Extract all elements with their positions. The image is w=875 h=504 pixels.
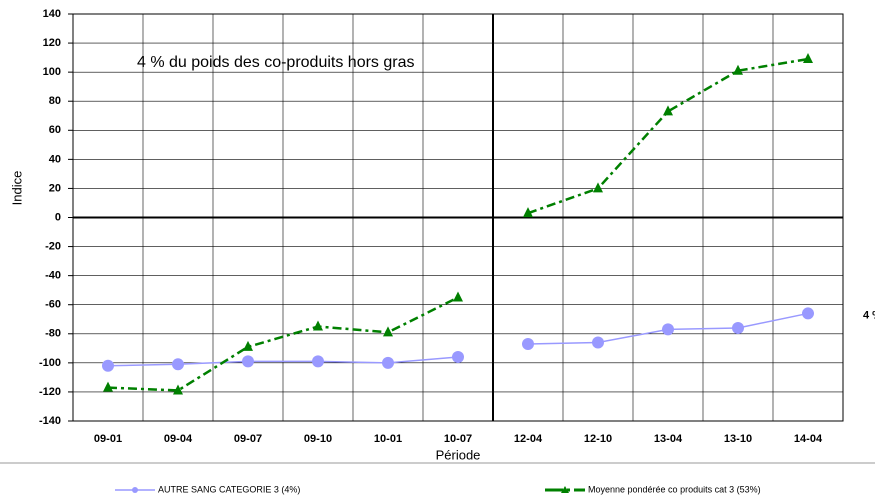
x-tick-label: 09-01: [94, 433, 122, 445]
legend-label: AUTRE SANG CATEGORIE 3 (4%): [158, 484, 300, 494]
marker: [382, 356, 394, 369]
y-tick-label: 0: [55, 211, 61, 223]
y-tick-label: -60: [45, 299, 61, 311]
marker: [243, 340, 253, 351]
plot-border: [72, 13, 844, 422]
y-tick-label: 20: [49, 182, 61, 194]
y-tick-label: 100: [43, 66, 61, 78]
end-label: 4 %: [863, 309, 875, 321]
x-tick-label: 09-07: [234, 433, 262, 445]
marker: [802, 307, 814, 320]
x-tick-label: 09-04: [164, 433, 193, 445]
series-line: [107, 356, 459, 367]
marker: [732, 321, 744, 334]
y-tick-label: -140: [39, 415, 61, 427]
y-tick-label: -100: [39, 357, 61, 369]
y-tick-label: -80: [45, 328, 61, 340]
y-tick-label: 40: [49, 153, 61, 165]
marker: [523, 207, 533, 218]
x-tick-label: 12-04: [514, 433, 543, 445]
y-tick-label: 80: [49, 95, 61, 107]
marker: [803, 53, 813, 64]
x-tick-label: 14-04: [794, 433, 823, 445]
y-tick-label: 60: [49, 124, 61, 136]
x-tick-label: 10-01: [374, 433, 402, 445]
marker: [453, 291, 463, 302]
annotation: 4 % du poids des co-produits hors gras: [137, 54, 414, 71]
y-tick-label: 140: [43, 8, 61, 20]
y-tick-label: -40: [45, 270, 61, 282]
x-axis-label: Période: [436, 447, 481, 462]
marker: [312, 355, 324, 368]
legend-marker: [132, 487, 138, 493]
marker: [313, 320, 323, 331]
marker: [103, 381, 113, 392]
x-tick-label: 12-10: [584, 433, 612, 445]
y-tick-label: -20: [45, 240, 61, 252]
x-tick-label: 13-10: [724, 433, 752, 445]
marker: [663, 105, 673, 116]
x-tick-label: 10-07: [444, 433, 472, 445]
marker: [452, 351, 464, 364]
y-tick-label: -120: [39, 386, 61, 398]
legend-label: Moyenne pondérée co produits cat 3 (53%): [588, 484, 761, 494]
marker: [522, 337, 534, 350]
marker: [593, 182, 603, 193]
marker: [242, 355, 254, 368]
x-tick-label: 09-10: [304, 433, 332, 445]
marker: [662, 323, 674, 336]
y-axis-label: Indice: [9, 171, 24, 206]
marker: [102, 359, 114, 372]
series-line: [107, 296, 459, 392]
marker: [733, 64, 743, 75]
marker: [172, 358, 184, 371]
legend-marker: [561, 486, 569, 493]
marker: [173, 384, 183, 395]
y-tick-label: 120: [43, 37, 61, 49]
series-line: [527, 57, 809, 215]
marker: [383, 326, 393, 337]
x-tick-label: 13-04: [654, 433, 683, 445]
marker: [592, 336, 604, 349]
